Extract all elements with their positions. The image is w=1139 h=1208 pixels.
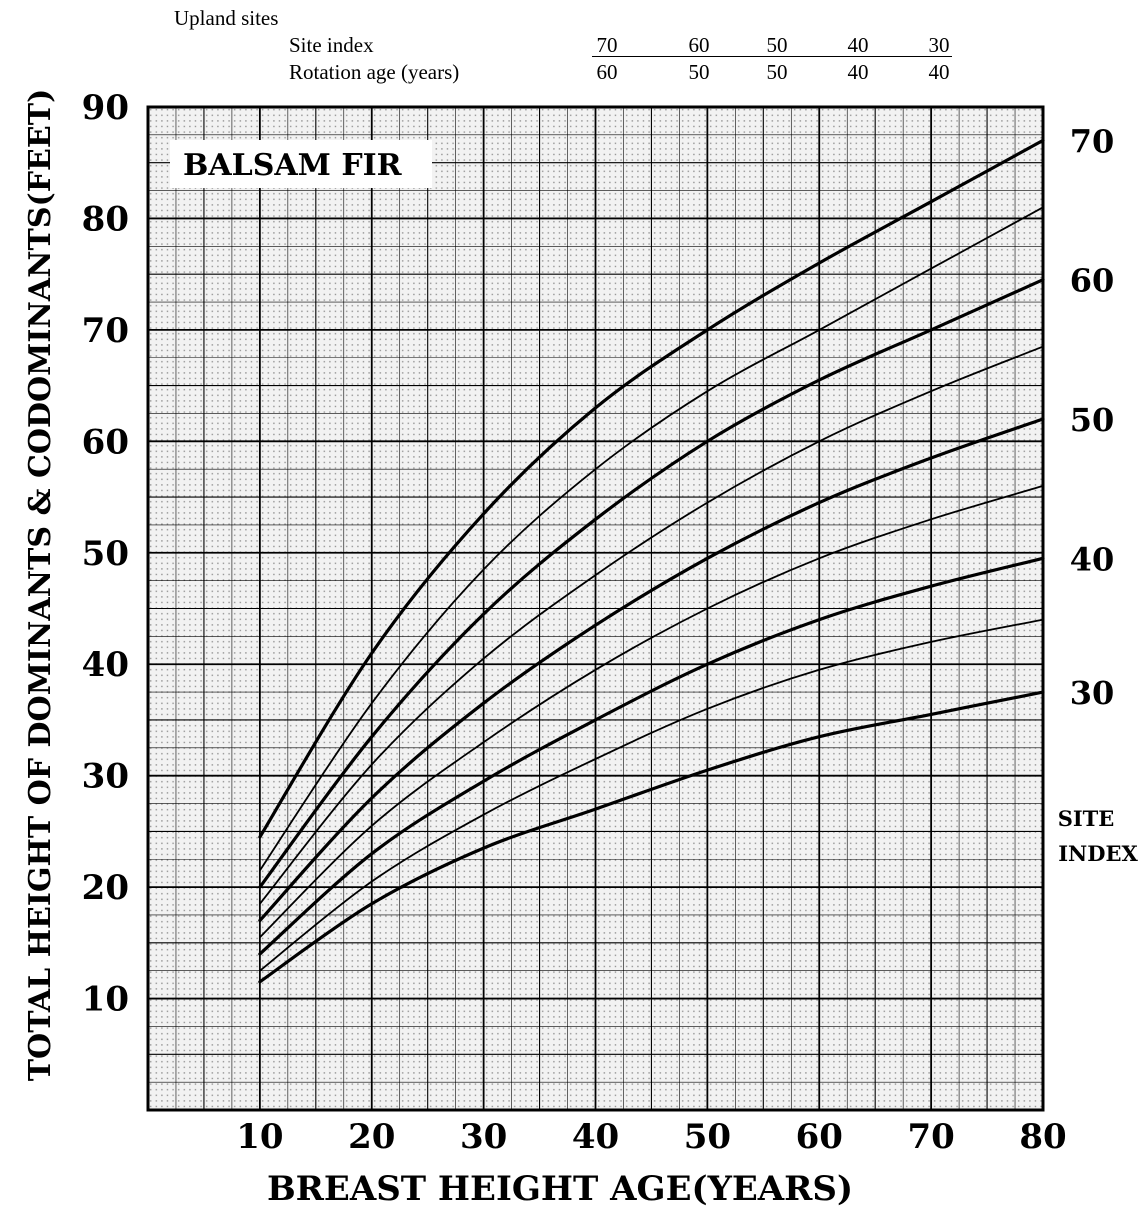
y-tick-label: 70 (82, 311, 129, 351)
site-index-value: 60 (688, 33, 710, 57)
site-index-curve (259, 345, 1044, 905)
rotation-age-value: 60 (596, 60, 618, 84)
x-axis-label: BREAST HEIGHT AGE(YEARS) (267, 1169, 853, 1208)
site-index-curve (259, 485, 1044, 939)
x-tick-label: 30 (460, 1117, 507, 1157)
rotation-age-value: 40 (847, 60, 869, 84)
site-index-label: 40 (1070, 540, 1115, 578)
rotation-age-label: Rotation age (years) (289, 60, 460, 84)
site-index-value: 50 (766, 33, 788, 57)
x-tick-label: 60 (796, 1117, 843, 1157)
site-index-label: 30 (1070, 674, 1115, 712)
x-tick-label: 10 (236, 1117, 283, 1157)
site-index-curve (259, 206, 1044, 872)
rotation-age-value: 50 (766, 60, 788, 84)
site-curves (258, 138, 1045, 984)
site-index-value: 70 (596, 33, 618, 57)
header-rule (592, 56, 952, 57)
site-index-label: Site index (289, 33, 374, 57)
site-index-label: 50 (1070, 401, 1115, 439)
x-tick-label: 50 (684, 1117, 731, 1157)
plot-frame (146, 105, 1045, 1112)
y-tick-label: 40 (82, 645, 129, 685)
site-index-axis-label: INDEX (1058, 841, 1138, 866)
site-index-labels: 70 60 50 40 30 (1070, 122, 1115, 712)
x-tick-labels: 10 20 30 40 50 60 70 80 (236, 1117, 1066, 1157)
header-title: Upland sites (174, 6, 279, 30)
site-index-curve (259, 618, 1044, 972)
site-index-value: 40 (847, 33, 869, 57)
x-tick-label: 70 (907, 1117, 954, 1157)
site-index-curve (258, 138, 1045, 839)
rotation-age-value: 40 (928, 60, 950, 84)
chart-title: BALSAM FIR (183, 148, 403, 183)
y-tick-label: 30 (82, 757, 129, 797)
site-index-axis-label: SITE (1058, 806, 1115, 831)
x-tick-label: 80 (1019, 1117, 1066, 1157)
y-tick-label: 50 (82, 534, 129, 574)
site-index-curve (258, 417, 1045, 923)
title-box (170, 140, 432, 188)
y-tick-label: 60 (82, 422, 129, 462)
y-tick-label: 10 (82, 980, 129, 1020)
site-index-curve (258, 690, 1045, 984)
y-tick-label: 80 (82, 199, 129, 239)
x-tick-label: 40 (572, 1117, 619, 1157)
site-index-label: 60 (1070, 262, 1115, 300)
y-tick-labels: 10 20 30 40 50 60 70 80 90 (82, 88, 129, 1020)
site-index-label: 70 (1070, 122, 1115, 160)
rotation-age-value: 50 (688, 60, 710, 84)
y-tick-label: 90 (82, 88, 129, 128)
y-tick-label: 20 (82, 868, 129, 908)
site-index-curve (258, 556, 1045, 956)
x-tick-label: 20 (348, 1117, 395, 1157)
site-index-curve (258, 278, 1045, 889)
site-index-value: 30 (928, 33, 950, 57)
y-axis-label: TOTAL HEIGHT OF DOMINANTS & CODOMINANTS(… (23, 89, 58, 1082)
